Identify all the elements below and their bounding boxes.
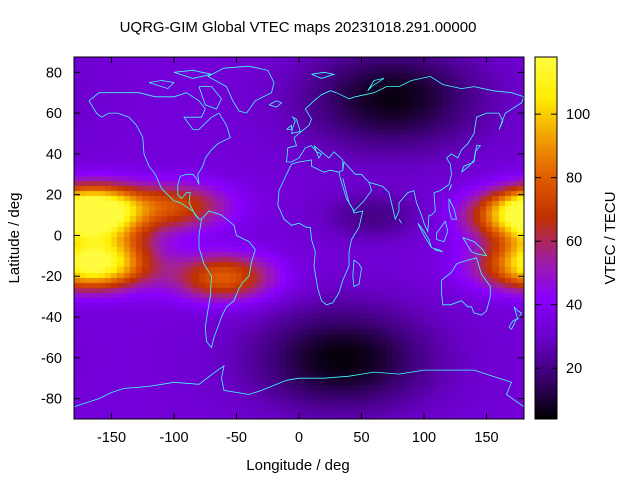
colorbar-tick-label: 60: [566, 234, 582, 250]
colorbar-label: VTEC / TECU: [602, 191, 619, 284]
coastline-segment: [73, 365, 525, 408]
colorbar-tick-label: 100: [566, 107, 590, 123]
coastline-segment: [462, 237, 488, 257]
colorbar: [535, 57, 557, 419]
y-tick-label: 40: [46, 147, 62, 163]
colorbar-tick-label: 20: [566, 361, 582, 377]
coastline-segment: [207, 65, 275, 114]
coastline-segment: [441, 257, 491, 316]
x-tick-label: 0: [295, 430, 303, 446]
coastlines: [73, 65, 525, 408]
coastline-segment: [398, 218, 402, 224]
coastline-segment: [431, 247, 443, 253]
coastline-segment: [286, 124, 292, 130]
colorbar-ticks: 20 40 60 80 100: [535, 107, 590, 377]
coastline-segment: [277, 163, 364, 306]
y-tick-label: -80: [41, 392, 62, 408]
colorbar-tick-label: 40: [566, 298, 582, 314]
y-tick-label: 0: [54, 228, 62, 244]
heatmap-container: [74, 57, 524, 419]
x-tick-label: 100: [412, 430, 436, 446]
coastline-segment: [367, 78, 385, 91]
coastline-segment: [291, 116, 301, 134]
coastline-segment: [508, 318, 518, 330]
coastline-segment: [513, 306, 523, 321]
coastline-segment: [461, 145, 482, 173]
coastline-segment: [311, 71, 336, 79]
coastline-segment: [198, 86, 222, 110]
x-tick-label: -50: [226, 430, 247, 446]
coastline-segment: [342, 161, 372, 212]
y-tick-label: -40: [41, 310, 62, 326]
y-tick-label: 60: [46, 106, 62, 122]
coastline-segment: [198, 210, 256, 349]
coastline-segment: [148, 80, 175, 90]
y-tick-label: 80: [46, 65, 62, 81]
vtec-heatmap: [74, 57, 524, 419]
coastline-segment: [88, 92, 231, 220]
coastline-segment: [286, 75, 525, 163]
chart-title: UQRG-GIM Global VTEC maps 20231018.291.0…: [120, 19, 477, 36]
coastline-segment: [436, 220, 449, 243]
colorbar-container: [535, 57, 557, 419]
x-axis-ticks: -150 -100 -50 0 50 100 150: [97, 57, 499, 446]
x-axis-label: Longitude / deg: [246, 457, 349, 474]
y-axis-ticks: -80 -60 -40 -20 0 20 40 60 80: [41, 65, 524, 408]
coastline-segment: [417, 222, 432, 248]
colorbar-frame: [534, 56, 558, 420]
y-tick-label: 20: [46, 188, 62, 204]
y-tick-label: -20: [41, 269, 62, 285]
coastline-segment: [268, 100, 283, 108]
x-tick-label: 50: [353, 430, 369, 446]
x-tick-label: -150: [97, 430, 126, 446]
y-axis-label: Latitude / deg: [6, 193, 23, 284]
coastline-segment: [448, 184, 452, 191]
coastline-segment: [448, 198, 458, 220]
x-tick-label: 150: [474, 430, 498, 446]
x-tick-label: -100: [159, 430, 188, 446]
colorbar-tick-label: 80: [566, 171, 582, 187]
coastline-segment: [88, 100, 200, 220]
coastline-segment: [286, 145, 344, 173]
coastline-segment: [173, 69, 212, 79]
coastline-segment: [352, 259, 362, 287]
y-tick-label: -60: [41, 351, 62, 367]
coastline-segment: [368, 96, 525, 233]
